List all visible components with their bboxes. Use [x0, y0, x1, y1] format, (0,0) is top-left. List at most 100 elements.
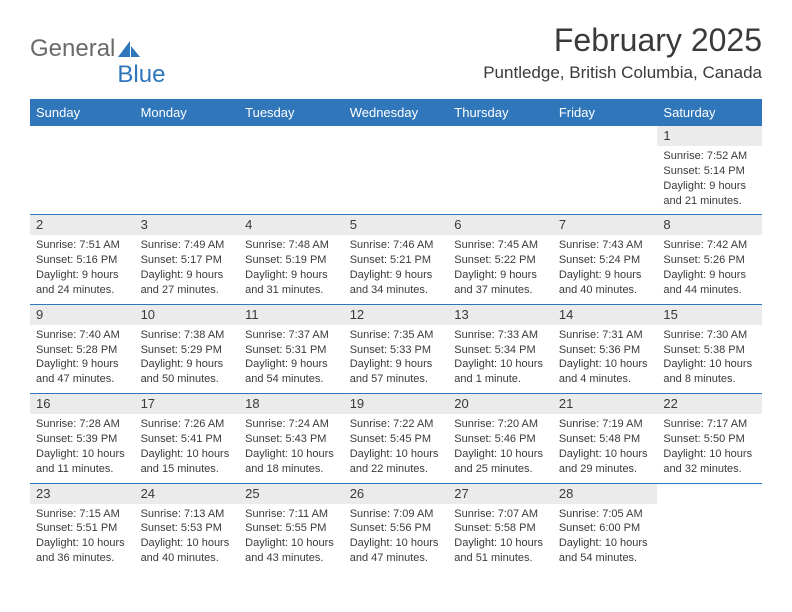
- sunrise-line: Sunrise: 7:37 AM: [245, 328, 338, 343]
- day-cell: 27Sunrise: 7:07 AMSunset: 5:58 PMDayligh…: [448, 483, 553, 572]
- daylight-line: Daylight: 10 hours and 40 minutes.: [141, 536, 234, 566]
- day-cell: 20Sunrise: 7:20 AMSunset: 5:46 PMDayligh…: [448, 393, 553, 482]
- day-header-row: Sunday Monday Tuesday Wednesday Thursday…: [30, 101, 762, 125]
- day-number: 18: [239, 393, 344, 414]
- sunrise-line: Sunrise: 7:05 AM: [559, 507, 652, 522]
- day-cell: 11Sunrise: 7:37 AMSunset: 5:31 PMDayligh…: [239, 304, 344, 393]
- daylight-line: Daylight: 9 hours and 21 minutes.: [663, 179, 756, 209]
- daylight-line: Daylight: 10 hours and 11 minutes.: [36, 447, 129, 477]
- sunset-line: Sunset: 5:38 PM: [663, 343, 756, 358]
- daylight-line: Daylight: 10 hours and 22 minutes.: [350, 447, 443, 477]
- day-number: 23: [30, 483, 135, 504]
- sunset-line: Sunset: 5:17 PM: [141, 253, 234, 268]
- calendar: Sunday Monday Tuesday Wednesday Thursday…: [30, 99, 762, 572]
- day-info: Sunrise: 7:09 AMSunset: 5:56 PMDaylight:…: [344, 504, 449, 566]
- daylight-line: Daylight: 9 hours and 37 minutes.: [454, 268, 547, 298]
- daylight-line: Daylight: 9 hours and 40 minutes.: [559, 268, 652, 298]
- day-cell: 23Sunrise: 7:15 AMSunset: 5:51 PMDayligh…: [30, 483, 135, 572]
- sunrise-line: Sunrise: 7:24 AM: [245, 417, 338, 432]
- day-number: 4: [239, 214, 344, 235]
- sunrise-line: Sunrise: 7:20 AM: [454, 417, 547, 432]
- sunrise-line: Sunrise: 7:17 AM: [663, 417, 756, 432]
- day-info: Sunrise: 7:48 AMSunset: 5:19 PMDaylight:…: [239, 235, 344, 297]
- sunset-line: Sunset: 5:21 PM: [350, 253, 443, 268]
- sunset-line: Sunset: 5:14 PM: [663, 164, 756, 179]
- day-info: Sunrise: 7:40 AMSunset: 5:28 PMDaylight:…: [30, 325, 135, 387]
- day-info: Sunrise: 7:38 AMSunset: 5:29 PMDaylight:…: [135, 325, 240, 387]
- day-cell: 21Sunrise: 7:19 AMSunset: 5:48 PMDayligh…: [553, 393, 658, 482]
- sunset-line: Sunset: 5:41 PM: [141, 432, 234, 447]
- sunrise-line: Sunrise: 7:22 AM: [350, 417, 443, 432]
- day-cell: 4Sunrise: 7:48 AMSunset: 5:19 PMDaylight…: [239, 214, 344, 303]
- sunset-line: Sunset: 5:29 PM: [141, 343, 234, 358]
- day-info: Sunrise: 7:46 AMSunset: 5:21 PMDaylight:…: [344, 235, 449, 297]
- day-cell: 6 Sunrise: 7:45 AMSunset: 5:22 PMDaylight…: [448, 214, 553, 303]
- sunset-line: Sunset: 5:22 PM: [454, 253, 547, 268]
- day-cell: .: [344, 125, 449, 214]
- daylight-line: Daylight: 10 hours and 18 minutes.: [245, 447, 338, 477]
- day-info: Sunrise: 7:11 AMSunset: 5:55 PMDaylight:…: [239, 504, 344, 566]
- daylight-line: Daylight: 10 hours and 8 minutes.: [663, 357, 756, 387]
- day-info: Sunrise: 7:52 AMSunset: 5:14 PMDaylight:…: [657, 146, 762, 208]
- day-number: 16: [30, 393, 135, 414]
- day-cell: 8Sunrise: 7:42 AMSunset: 5:26 PMDaylight…: [657, 214, 762, 303]
- day-header: Friday: [553, 101, 658, 125]
- daylight-line: Daylight: 10 hours and 29 minutes.: [559, 447, 652, 477]
- day-cell: 19Sunrise: 7:22 AMSunset: 5:45 PMDayligh…: [344, 393, 449, 482]
- day-cell: 26Sunrise: 7:09 AMSunset: 5:56 PMDayligh…: [344, 483, 449, 572]
- day-number: 8: [657, 214, 762, 235]
- logo-text-blue: Blue: [117, 61, 165, 89]
- sunrise-line: Sunrise: 7:15 AM: [36, 507, 129, 522]
- sunset-line: Sunset: 5:16 PM: [36, 253, 129, 268]
- page-title: February 2025: [483, 22, 762, 59]
- day-cell: 2Sunrise: 7:51 AMSunset: 5:16 PMDaylight…: [30, 214, 135, 303]
- daylight-line: Daylight: 10 hours and 25 minutes.: [454, 447, 547, 477]
- day-cell: 12Sunrise: 7:35 AMSunset: 5:33 PMDayligh…: [344, 304, 449, 393]
- sunset-line: Sunset: 5:45 PM: [350, 432, 443, 447]
- day-number: 6: [448, 214, 553, 235]
- day-cell: 16Sunrise: 7:28 AMSunset: 5:39 PMDayligh…: [30, 393, 135, 482]
- day-cell: .: [30, 125, 135, 214]
- day-info: Sunrise: 7:42 AMSunset: 5:26 PMDaylight:…: [657, 235, 762, 297]
- daylight-line: Daylight: 10 hours and 54 minutes.: [559, 536, 652, 566]
- day-info: Sunrise: 7:31 AMSunset: 5:36 PMDaylight:…: [553, 325, 658, 387]
- sunset-line: Sunset: 5:24 PM: [559, 253, 652, 268]
- day-info: Sunrise: 7:24 AMSunset: 5:43 PMDaylight:…: [239, 414, 344, 476]
- daylight-line: Daylight: 10 hours and 36 minutes.: [36, 536, 129, 566]
- day-info: Sunrise: 7:28 AMSunset: 5:39 PMDaylight:…: [30, 414, 135, 476]
- day-info: Sunrise: 7:20 AMSunset: 5:46 PMDaylight:…: [448, 414, 553, 476]
- day-number: 25: [239, 483, 344, 504]
- day-cell: .: [553, 125, 658, 214]
- sunset-line: Sunset: 5:43 PM: [245, 432, 338, 447]
- sunrise-line: Sunrise: 7:28 AM: [36, 417, 129, 432]
- logo-sail-icon: [117, 40, 141, 58]
- sunset-line: Sunset: 5:50 PM: [663, 432, 756, 447]
- location-subtitle: Puntledge, British Columbia, Canada: [483, 63, 762, 83]
- sunrise-line: Sunrise: 7:45 AM: [454, 238, 547, 253]
- sunset-line: Sunset: 5:46 PM: [454, 432, 547, 447]
- day-cell: .: [448, 125, 553, 214]
- day-number: .: [657, 483, 762, 504]
- sunrise-line: Sunrise: 7:11 AM: [245, 507, 338, 522]
- day-number: 28: [553, 483, 658, 504]
- sunset-line: Sunset: 5:31 PM: [245, 343, 338, 358]
- day-header: Saturday: [657, 101, 762, 125]
- weeks-container: ......1Sunrise: 7:52 AMSunset: 5:14 PMDa…: [30, 125, 762, 572]
- daylight-line: Daylight: 9 hours and 31 minutes.: [245, 268, 338, 298]
- day-cell: 24Sunrise: 7:13 AMSunset: 5:53 PMDayligh…: [135, 483, 240, 572]
- day-cell: 15Sunrise: 7:30 AMSunset: 5:38 PMDayligh…: [657, 304, 762, 393]
- day-cell: 18Sunrise: 7:24 AMSunset: 5:43 PMDayligh…: [239, 393, 344, 482]
- sunrise-line: Sunrise: 7:51 AM: [36, 238, 129, 253]
- day-info: Sunrise: 7:49 AMSunset: 5:17 PMDaylight:…: [135, 235, 240, 297]
- sunset-line: Sunset: 5:39 PM: [36, 432, 129, 447]
- sunrise-line: Sunrise: 7:38 AM: [141, 328, 234, 343]
- sunrise-line: Sunrise: 7:49 AM: [141, 238, 234, 253]
- day-number: .: [344, 125, 449, 146]
- day-number: .: [30, 125, 135, 146]
- sunset-line: Sunset: 5:53 PM: [141, 521, 234, 536]
- logo-text-general: General: [30, 35, 115, 63]
- day-cell: 7Sunrise: 7:43 AMSunset: 5:24 PMDaylight…: [553, 214, 658, 303]
- day-number: .: [239, 125, 344, 146]
- sunrise-line: Sunrise: 7:30 AM: [663, 328, 756, 343]
- day-number: 13: [448, 304, 553, 325]
